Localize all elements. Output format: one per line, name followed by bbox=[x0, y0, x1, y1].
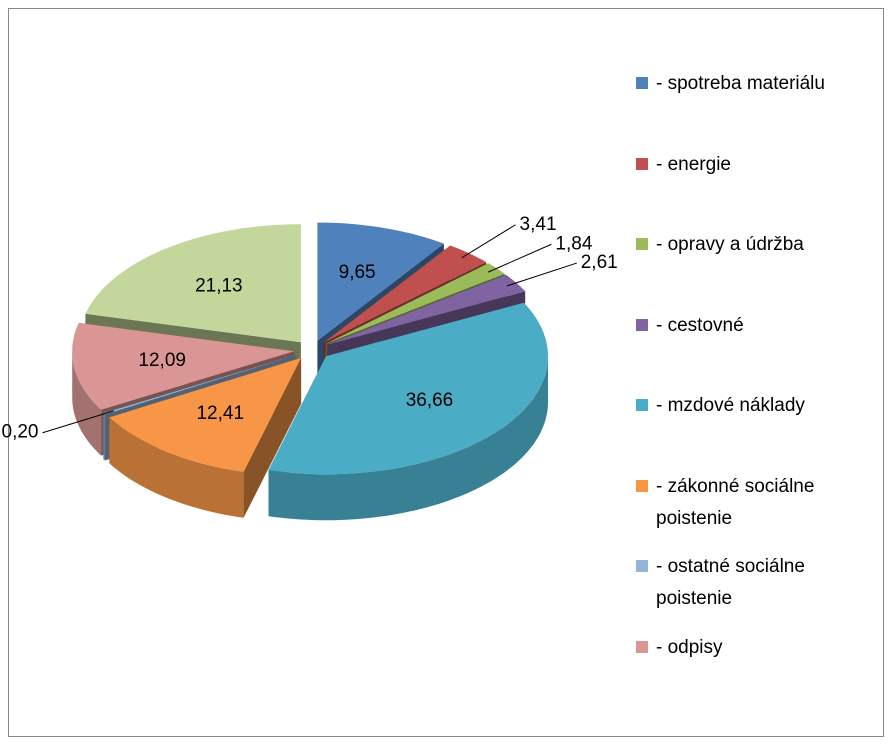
data-label: 12,09 bbox=[138, 350, 186, 371]
slice bbox=[268, 302, 548, 521]
slice-top bbox=[268, 302, 548, 475]
leader-line bbox=[42, 410, 114, 434]
data-label: 21,13 bbox=[195, 275, 243, 296]
legend-entry: - odpisy bbox=[636, 632, 886, 664]
legend-entry: - energie bbox=[636, 149, 886, 181]
data-label: 2,61 bbox=[581, 252, 618, 273]
leader-line bbox=[487, 243, 552, 273]
legend-swatch bbox=[636, 318, 648, 331]
slice-top bbox=[327, 274, 526, 345]
slice-wall bbox=[109, 417, 244, 518]
data-label: 12,41 bbox=[196, 403, 244, 424]
data-label: 1,84 bbox=[555, 233, 592, 254]
legend-entry: - opravy a údržba bbox=[636, 229, 886, 261]
slice-wall bbox=[103, 413, 105, 461]
slice bbox=[109, 357, 302, 518]
legend-label: - mzdové náklady bbox=[656, 395, 805, 416]
legend-label: - spotreba materiálu bbox=[656, 73, 825, 94]
leader-line bbox=[461, 224, 516, 259]
data-label: 0,20 bbox=[2, 422, 39, 443]
legend-swatch bbox=[636, 640, 648, 653]
legend-swatch bbox=[636, 560, 648, 572]
legend-entry: - ostatné sociálne poistenie bbox=[636, 551, 886, 615]
slice-top bbox=[323, 245, 487, 343]
slice-top bbox=[103, 354, 297, 415]
legend-label: - odpisy bbox=[656, 636, 723, 658]
legend-swatch bbox=[636, 238, 648, 250]
legend-swatch bbox=[636, 157, 648, 170]
legend-entry: - zákonné sociálne poistenie bbox=[636, 471, 886, 535]
leader-line bbox=[506, 262, 577, 287]
legend-swatch bbox=[636, 399, 648, 411]
legend-entry: - mzdové náklady bbox=[636, 390, 886, 422]
legend-label: - zákonné sociálne poistenie bbox=[656, 475, 815, 529]
chart-frame bbox=[8, 8, 884, 737]
legend-label: - opravy a údržba bbox=[656, 234, 804, 255]
slice-top bbox=[325, 263, 505, 344]
legend-label: - cestovné bbox=[656, 314, 744, 336]
slice-wall bbox=[268, 356, 548, 521]
legend-swatch bbox=[636, 77, 648, 89]
data-label: 9,65 bbox=[339, 262, 376, 283]
data-label: 3,41 bbox=[520, 214, 557, 235]
slice-top bbox=[109, 357, 302, 472]
slice-top bbox=[317, 222, 444, 341]
legend-swatch bbox=[636, 479, 648, 492]
legend-entry: - cestovné bbox=[636, 310, 886, 342]
legend-entry: - spotreba materiálu bbox=[636, 68, 886, 100]
slice-top bbox=[85, 224, 301, 343]
legend-label: - ostatné sociálne poistenie bbox=[656, 556, 805, 609]
slice-wall bbox=[72, 351, 102, 456]
legend-label: - energie bbox=[656, 153, 731, 175]
data-label: 36,66 bbox=[406, 390, 454, 411]
slice-top bbox=[72, 322, 295, 410]
